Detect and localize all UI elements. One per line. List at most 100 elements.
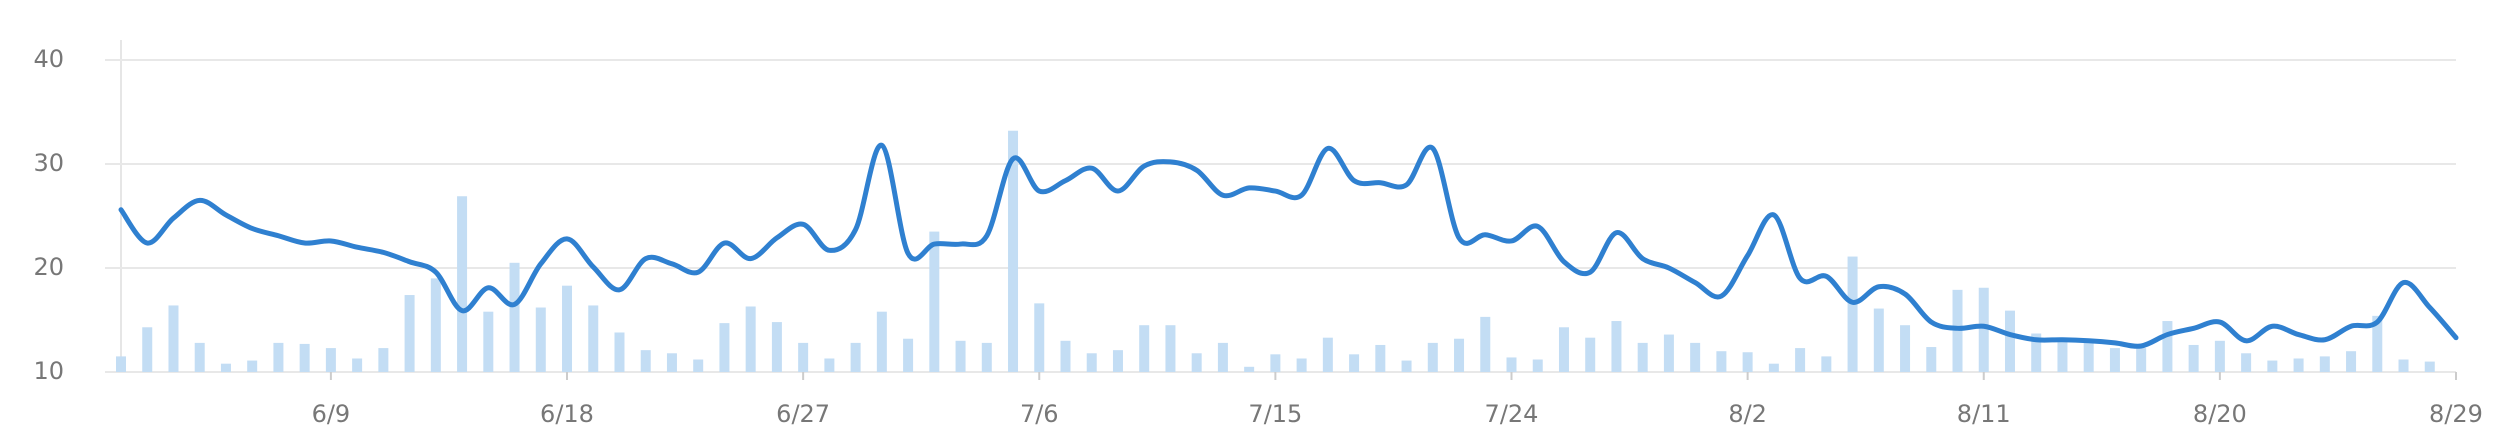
bar [194,342,205,372]
bar [1795,348,1806,372]
bar [1506,357,1517,372]
bar [929,231,940,372]
x-tick-label: 6/27 [776,400,830,428]
bar [509,262,520,372]
bar [1532,359,1543,372]
bar [116,356,126,372]
bar [771,322,782,372]
bar [981,342,992,372]
bar [1847,256,1858,372]
bar [666,353,677,372]
bar [1742,352,1753,372]
y-tick-label: 10 [33,357,64,385]
bar [1008,130,1019,372]
bar [1217,342,1228,372]
bar [1585,337,1596,372]
x-tick-label: 8/2 [1728,400,1767,428]
bar [1401,360,1412,372]
bar [1480,316,1491,372]
bar [1900,325,1911,372]
bar [1165,325,1176,372]
bar [273,342,284,372]
bar [1454,338,1465,372]
bar [1139,325,1150,372]
bar [2293,358,2304,372]
bar [640,350,651,372]
bar [693,359,704,372]
bar [850,342,861,372]
bar [798,342,809,372]
bar [1375,344,1386,372]
bar [1926,347,1937,372]
bar [1637,342,1648,372]
x-tick-label: 6/9 [312,400,351,428]
bar [1978,287,1989,372]
line [118,142,2459,349]
bar [903,338,914,372]
y-tick-label: 40 [33,45,64,73]
bar [352,358,363,372]
bar [1427,342,1438,372]
bar [719,323,730,372]
bar [299,343,310,372]
x-tick-label: 7/24 [1485,400,1539,428]
bar [2057,339,2068,372]
x-tick-label: 7/15 [1248,400,1302,428]
bar [2188,344,2199,372]
x-tick-label: 6/18 [540,400,594,428]
bar [2109,348,2120,372]
bar [2424,361,2435,372]
x-tick-label: 8/29 [2429,400,2483,428]
bar [2214,340,2225,372]
bar [1034,303,1045,372]
bar [614,332,625,372]
bar [1611,321,1622,372]
bar [457,196,468,372]
bar [1558,327,1569,372]
bar [2372,315,2383,372]
bar [2241,353,2252,372]
bar [1191,353,1202,372]
bar [2083,341,2094,372]
bar [2004,310,2015,372]
bar [142,327,153,372]
bar [378,348,389,372]
bar [588,305,599,372]
bar [2319,356,2330,372]
bar [1768,363,1779,372]
bar [562,285,573,372]
bar [1322,337,1333,372]
bar [876,311,887,372]
bar [1821,356,1832,372]
bar [1873,308,1884,372]
bar [404,295,415,372]
bar [1296,358,1307,372]
bar [220,363,231,372]
bar [745,306,756,372]
bar [1349,354,1360,372]
bar [483,311,494,372]
bar [2267,360,2278,372]
y-tick-label: 30 [33,149,64,177]
bar [1690,342,1701,372]
bar [1952,289,1963,372]
x-tick-label: 8/11 [1957,400,2011,428]
bar [325,348,336,372]
bar [2346,351,2357,372]
bar [2398,359,2409,372]
bar [535,307,546,372]
bar [247,360,258,372]
x-tick-label: 7/6 [1020,400,1059,428]
bar [1086,353,1097,372]
bar [1244,366,1255,372]
y-tick-label: 20 [33,253,64,281]
bar [1270,354,1281,372]
bar [1060,340,1071,372]
bar [168,305,179,372]
bar [1716,351,1727,372]
bar [2162,321,2173,372]
bar [2031,333,2042,372]
bar [1112,350,1123,372]
x-tick-label: 8/20 [2193,400,2247,428]
